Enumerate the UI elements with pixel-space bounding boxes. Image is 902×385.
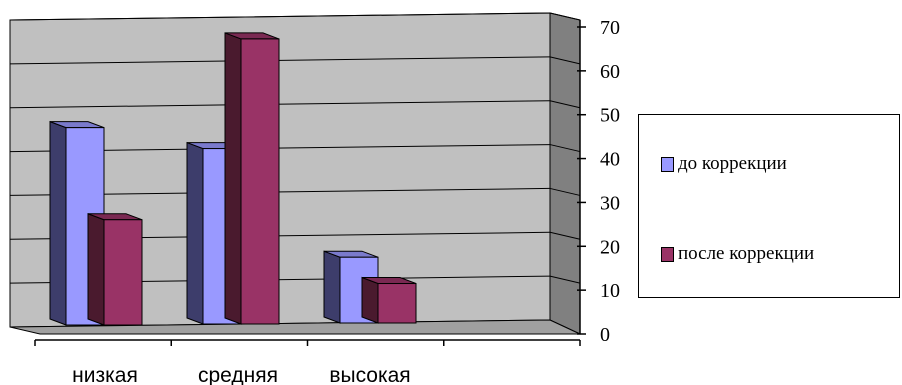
legend-swatch-series-1 xyxy=(661,156,674,172)
y-tick-label: 70 xyxy=(600,17,620,39)
bar-side-1-2 xyxy=(361,276,379,324)
gridline-side xyxy=(549,187,581,196)
gridline-side xyxy=(549,12,581,21)
bar-side-0-2 xyxy=(323,250,341,324)
x-tick-label: высокая xyxy=(329,364,410,385)
gridline xyxy=(9,12,551,21)
gridline-side xyxy=(549,144,581,153)
bar-side-0-0 xyxy=(49,120,67,326)
y-tick-label: 40 xyxy=(600,149,620,171)
y-tick-label: 0 xyxy=(600,324,610,346)
y-tick-label: 20 xyxy=(600,236,620,258)
chart-legend: до коррекции после коррекции xyxy=(638,114,900,298)
bar-1-0 xyxy=(103,219,143,326)
y-tick-label: 60 xyxy=(600,61,620,83)
gridline-side xyxy=(549,231,581,240)
bar-side-1-1 xyxy=(224,32,242,325)
gridline-side xyxy=(549,275,581,284)
gridline xyxy=(9,100,551,109)
gridline-side xyxy=(549,100,581,109)
legend-label-series-1: до коррекции xyxy=(678,153,787,174)
legend-label-series-2: после коррекции xyxy=(678,243,815,264)
y-tick-label: 30 xyxy=(600,192,620,214)
x-tick-label: низкая xyxy=(72,364,138,385)
legend-item-series-2: после коррекции xyxy=(661,243,814,265)
bar-1-1 xyxy=(240,38,280,325)
bar-1-2 xyxy=(377,283,417,324)
legend-item-series-1: до коррекции xyxy=(661,153,787,175)
x-tick-label: средняя xyxy=(198,364,278,385)
y-tick-label: 50 xyxy=(600,105,620,127)
y-tick-label: 10 xyxy=(600,280,620,302)
gridline-side xyxy=(549,56,581,65)
chart-side-wall xyxy=(549,12,581,335)
bar-side-1-0 xyxy=(87,213,105,326)
gridline xyxy=(9,56,551,65)
bar-side-0-1 xyxy=(186,141,204,325)
legend-swatch-series-2 xyxy=(661,246,674,262)
